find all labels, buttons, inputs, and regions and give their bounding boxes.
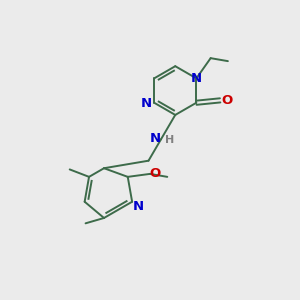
Text: O: O [221,94,232,107]
Text: N: N [191,72,202,85]
Text: N: N [133,200,144,213]
Text: N: N [150,132,161,145]
Text: H: H [165,136,175,146]
Text: N: N [141,97,152,110]
Text: O: O [150,167,161,180]
